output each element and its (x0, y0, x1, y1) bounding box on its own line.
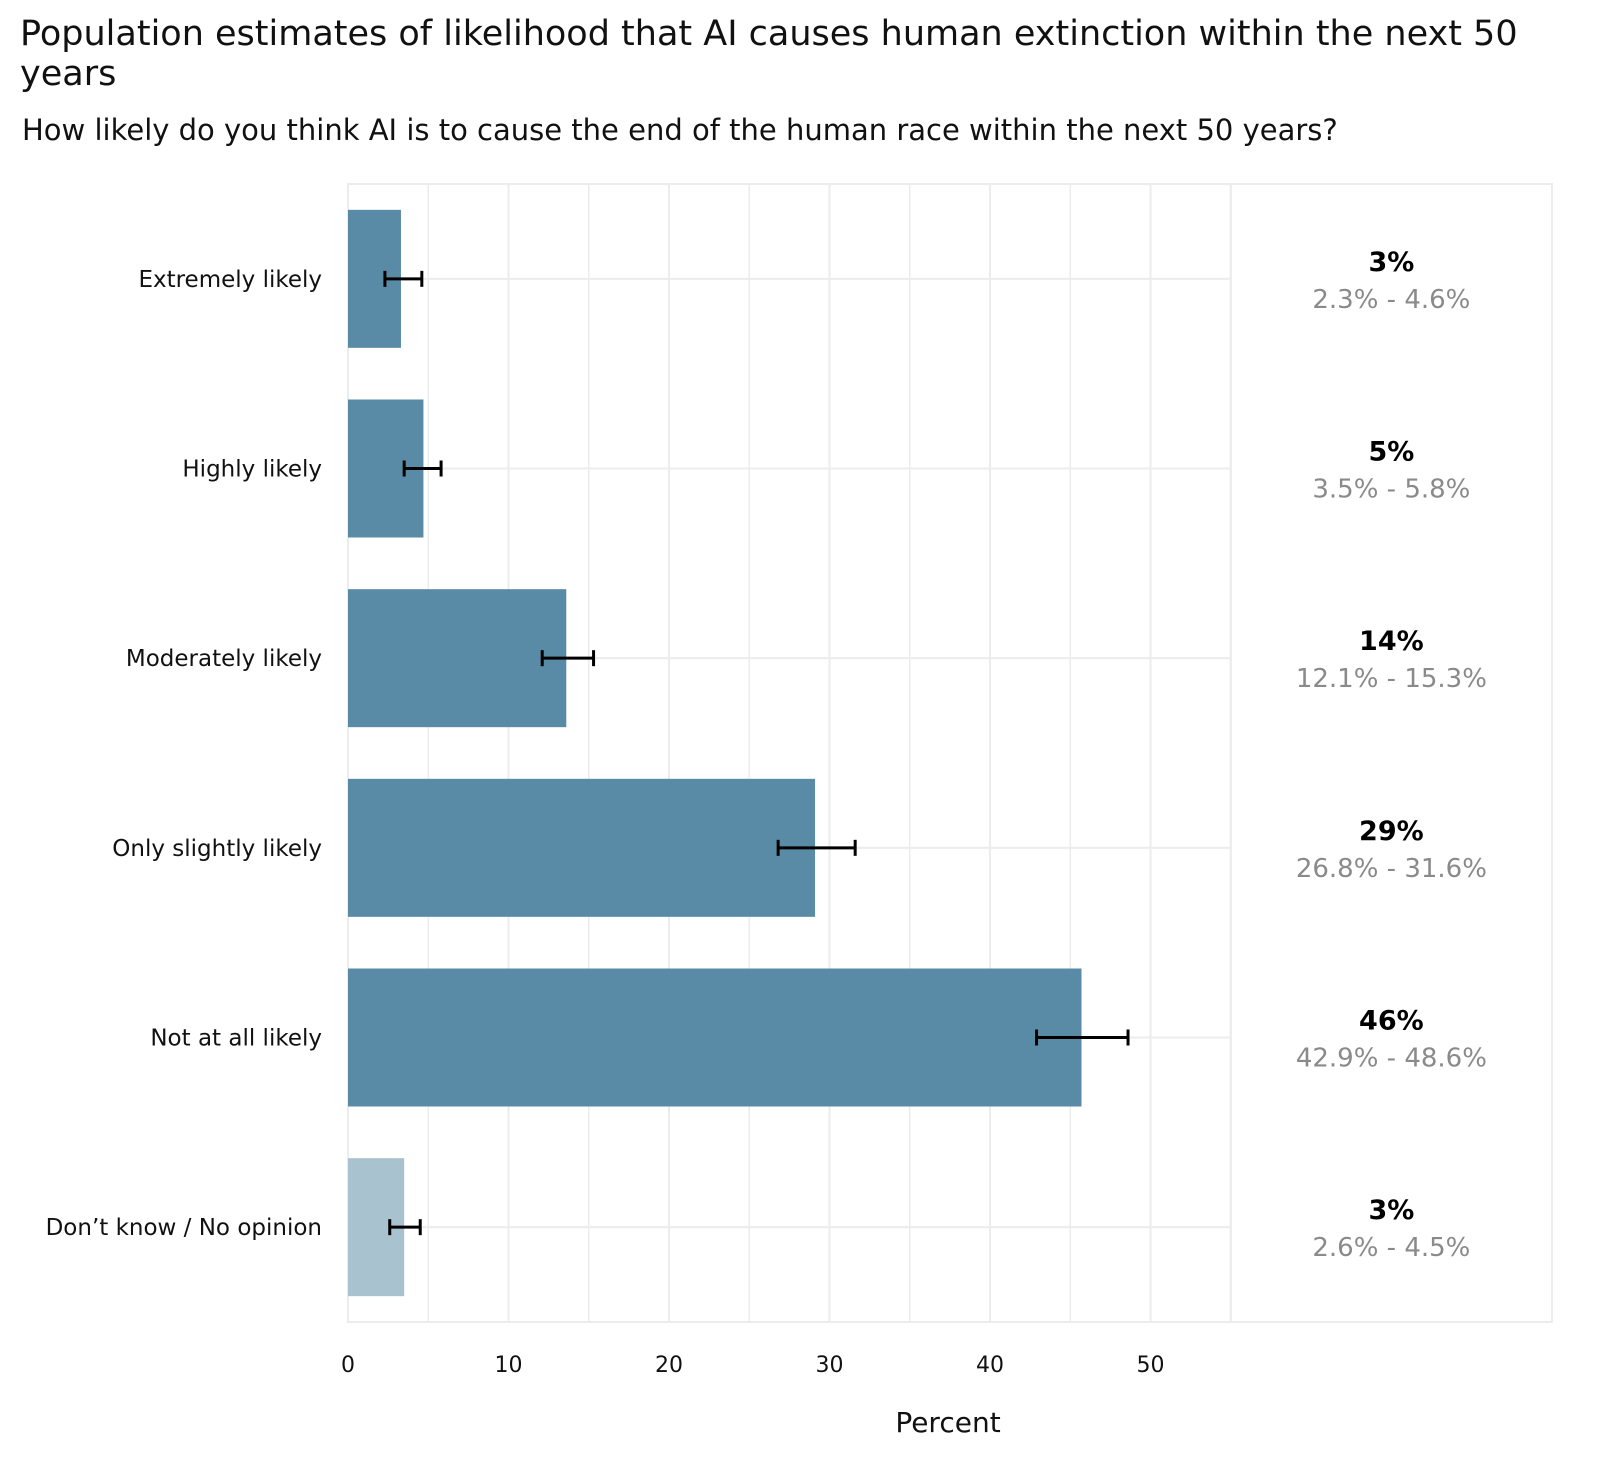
y-axis-label: Only slightly likely (112, 836, 322, 862)
bar (348, 968, 1082, 1107)
value-label: 29% (1359, 816, 1424, 847)
ci-label: 2.6% - 4.5% (1312, 1233, 1470, 1263)
x-tick-label: 0 (341, 1353, 355, 1378)
x-tick-label: 30 (816, 1353, 844, 1378)
chart-title: Population estimates of likelihood that … (20, 14, 1518, 94)
y-axis-label: Moderately likely (126, 646, 322, 672)
y-axis-label: Not at all likely (150, 1026, 322, 1052)
value-label: 5% (1368, 437, 1414, 468)
chart-subtitle: How likely do you think AI is to cause t… (22, 113, 1338, 147)
x-axis-title: Percent (895, 1406, 1000, 1439)
y-axis-label: Don’t know / No opinion (46, 1215, 322, 1241)
y-axis-label: Highly likely (182, 457, 322, 483)
x-tick-label: 20 (655, 1353, 683, 1378)
ci-label: 12.1% - 15.3% (1296, 664, 1487, 694)
bar (348, 589, 567, 728)
value-label: 3% (1368, 1195, 1414, 1226)
bar (348, 778, 816, 917)
x-tick-label: 10 (495, 1353, 523, 1378)
value-label: 14% (1359, 626, 1424, 657)
x-tick-label: 40 (976, 1353, 1004, 1378)
ci-label: 42.9% - 48.6% (1296, 1044, 1487, 1074)
ci-label: 3.5% - 5.8% (1312, 475, 1470, 505)
ci-label: 2.3% - 4.6% (1312, 285, 1470, 315)
value-label: 3% (1368, 247, 1414, 278)
y-axis-label: Extremely likely (138, 267, 322, 293)
value-label: 46% (1359, 1006, 1424, 1037)
label-panel-border (1229, 183, 1553, 1323)
x-tick-label: 50 (1137, 1353, 1165, 1378)
ci-label: 26.8% - 31.6% (1296, 854, 1487, 884)
plot-panel-border (347, 183, 1232, 1323)
